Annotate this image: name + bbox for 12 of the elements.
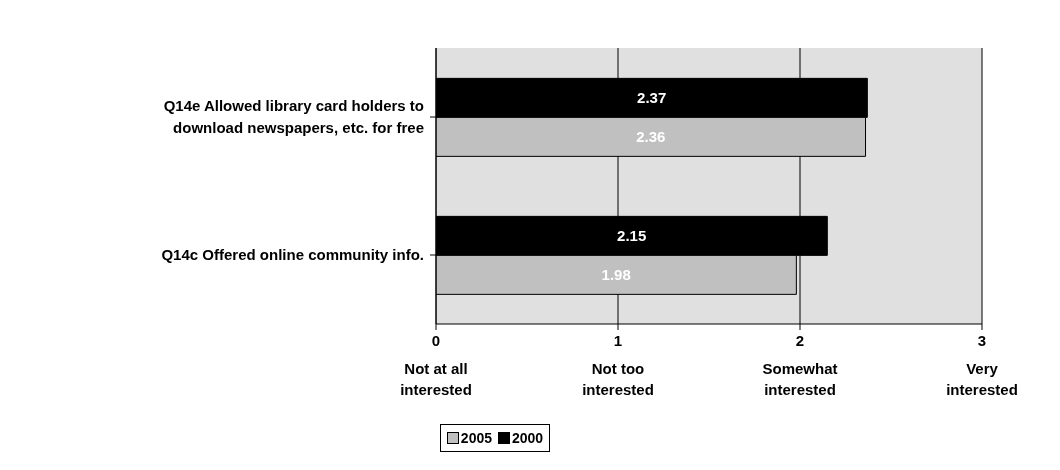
data-label: 2.36 xyxy=(636,128,666,146)
data-label: 2.15 xyxy=(617,227,647,245)
x-tick-label: 2 Somewhat interested xyxy=(762,332,838,398)
x-tick-label: 3 Very interested xyxy=(946,332,1018,398)
y-tick-label: Q14c Offered online community info. xyxy=(161,246,424,263)
x-tick-label: 0 Not at all interested xyxy=(400,332,472,398)
data-label: 1.98 xyxy=(601,266,631,284)
legend-label: 2000 xyxy=(511,430,544,446)
x-tick-label: 1 Not too interested xyxy=(582,332,654,398)
y-tick-label: Q14e Allowed library card holders to download newspapers, etc. for free xyxy=(163,97,424,136)
legend-label: 2005 xyxy=(459,430,492,446)
data-label: 2.37 xyxy=(637,89,667,107)
